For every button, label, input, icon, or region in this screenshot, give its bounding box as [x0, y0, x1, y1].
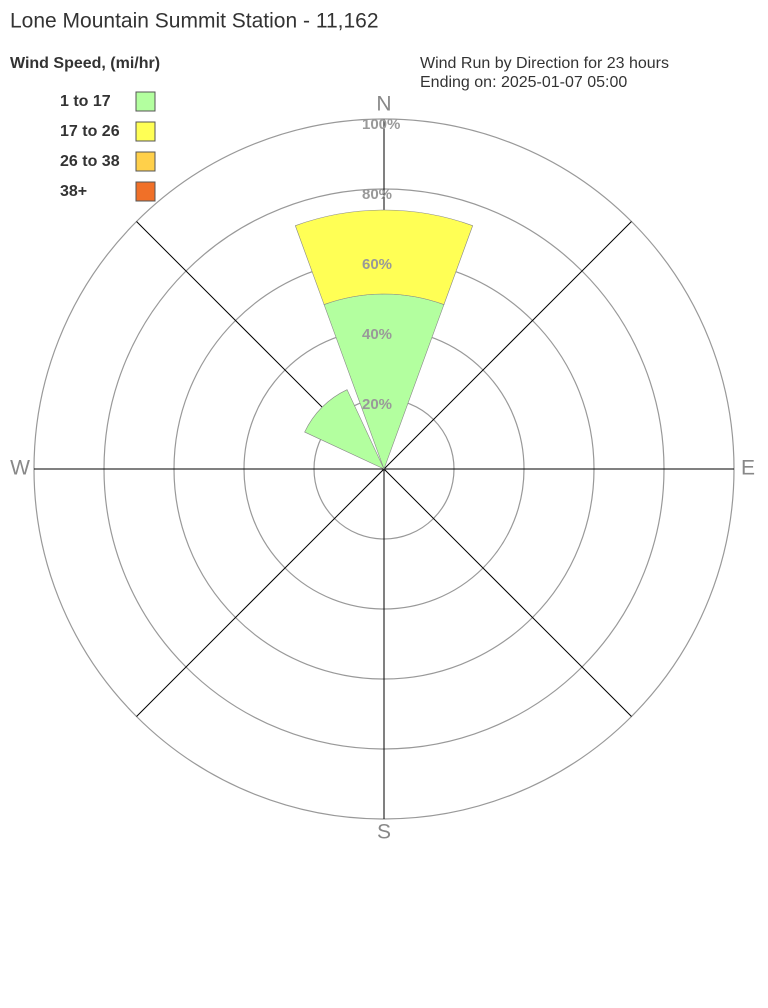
- r-tick-label: 20%: [362, 396, 392, 413]
- spoke: [136, 468, 385, 717]
- wedge: [294, 209, 474, 305]
- subtitle: Wind Run by Direction for 23 hours: [420, 55, 669, 72]
- legend-label: 17 to 26: [60, 123, 120, 140]
- r-tick-label: 100%: [362, 116, 400, 133]
- direction-label: N: [376, 93, 391, 116]
- direction-label: S: [377, 821, 391, 844]
- legend-label: 1 to 17: [60, 93, 111, 110]
- r-tick-label: 80%: [362, 186, 392, 203]
- legend-swatch: [135, 181, 156, 202]
- chart-title: Lone Mountain Summit Station - 11,162: [10, 10, 379, 33]
- legend-title: Wind Speed, (mi/hr): [10, 55, 160, 72]
- r-tick-label: 60%: [362, 256, 392, 273]
- spoke: [383, 468, 632, 717]
- legend-label: 26 to 38: [60, 153, 120, 170]
- direction-label: E: [741, 457, 755, 480]
- legend-swatch: [135, 151, 156, 172]
- spoke: [383, 221, 632, 470]
- r-tick-label: 40%: [362, 326, 392, 343]
- direction-label: W: [10, 457, 30, 480]
- legend-swatch: [135, 91, 156, 112]
- legend-label: 38+: [60, 183, 87, 200]
- legend-swatch: [135, 121, 156, 142]
- period: Ending on: 2025-01-07 05:00: [420, 74, 627, 91]
- wedge: [304, 389, 385, 470]
